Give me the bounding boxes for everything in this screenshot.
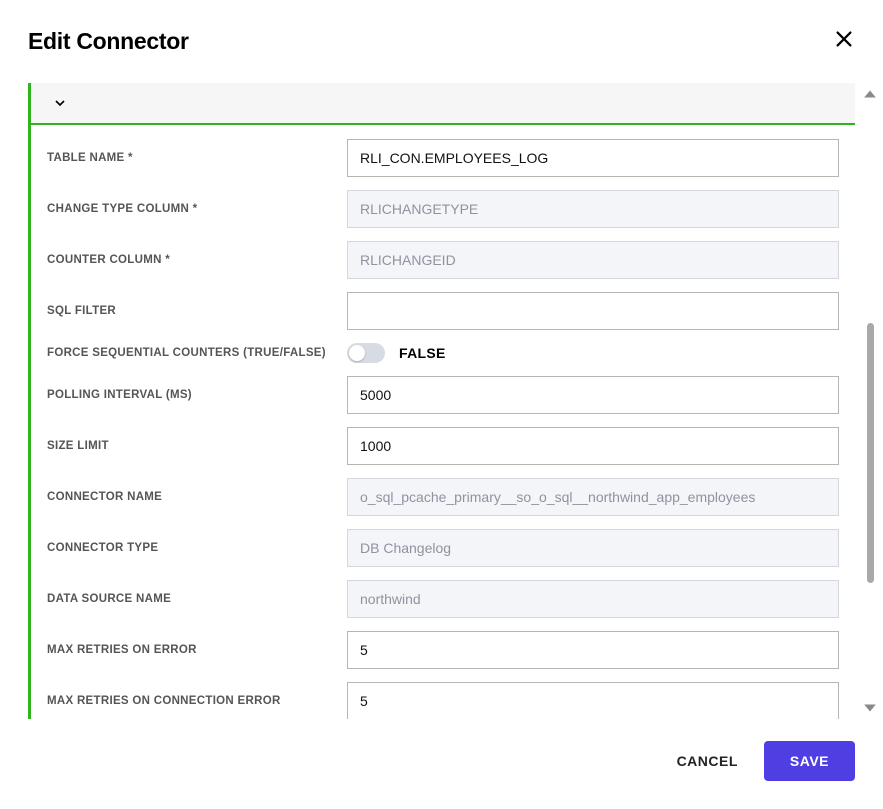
row-connector-type: CONNECTOR TYPE [47,529,839,567]
label-connector-type: CONNECTOR TYPE [47,542,347,554]
input-table-name[interactable] [347,139,839,177]
form-scroll-region: TABLE NAME * CHANGE TYPE COLUMN * COUNTE… [0,83,883,719]
input-counter-column [347,241,839,279]
scrollbar-thumb[interactable] [867,323,874,583]
row-connector-name: CONNECTOR NAME [47,478,839,516]
scroll-down-arrow-icon[interactable] [863,701,877,715]
form-panel-wrapper: TABLE NAME * CHANGE TYPE COLUMN * COUNTE… [28,83,855,719]
label-counter-column: COUNTER COLUMN * [47,254,347,266]
toggle-force-sequential[interactable] [347,343,385,363]
input-max-retries-connection-error[interactable] [347,682,839,719]
label-max-retries-error: MAX RETRIES ON ERROR [47,644,347,656]
close-icon [833,28,855,55]
row-polling-interval: POLLING INTERVAL (MS) [47,376,839,414]
save-button[interactable]: SAVE [764,741,855,781]
row-table-name: TABLE NAME * [47,139,839,177]
input-connector-name [347,478,839,516]
row-data-source-name: DATA SOURCE NAME [47,580,839,618]
form-panel: TABLE NAME * CHANGE TYPE COLUMN * COUNTE… [28,83,855,719]
label-polling-interval: POLLING INTERVAL (MS) [47,389,347,401]
label-size-limit: SIZE LIMIT [47,440,347,452]
row-size-limit: SIZE LIMIT [47,427,839,465]
row-force-sequential: FORCE SEQUENTIAL COUNTERS (TRUE/FALSE) F… [47,343,839,363]
label-force-sequential: FORCE SEQUENTIAL COUNTERS (TRUE/FALSE) [47,347,347,359]
label-table-name: TABLE NAME * [47,152,347,164]
input-polling-interval[interactable] [347,376,839,414]
label-max-retries-connection-error: MAX RETRIES ON CONNECTION ERROR [47,695,347,707]
toggle-knob [349,345,365,361]
dialog-footer: CANCEL SAVE [0,719,883,809]
toggle-force-sequential-value: FALSE [399,345,446,361]
row-sql-filter: SQL FILTER [47,292,839,330]
row-max-retries-connection-error: MAX RETRIES ON CONNECTION ERROR [47,682,839,719]
dialog-title: Edit Connector [28,28,189,55]
scrollbar[interactable] [863,83,877,719]
row-counter-column: COUNTER COLUMN * [47,241,839,279]
label-change-type-column: CHANGE TYPE COLUMN * [47,203,347,215]
edit-connector-dialog: Edit Connector TABLE NAME * [0,0,883,809]
close-button[interactable] [833,31,855,53]
form-rows: TABLE NAME * CHANGE TYPE COLUMN * COUNTE… [31,125,855,719]
panel-collapse-bar[interactable] [31,83,855,125]
cancel-button[interactable]: CANCEL [677,753,738,769]
input-size-limit[interactable] [347,427,839,465]
input-data-source-name [347,580,839,618]
input-change-type-column [347,190,839,228]
input-connector-type [347,529,839,567]
input-sql-filter[interactable] [347,292,839,330]
dialog-header: Edit Connector [0,0,883,65]
chevron-down-icon [53,96,67,110]
row-change-type-column: CHANGE TYPE COLUMN * [47,190,839,228]
label-data-source-name: DATA SOURCE NAME [47,593,347,605]
label-sql-filter: SQL FILTER [47,305,347,317]
label-connector-name: CONNECTOR NAME [47,491,347,503]
input-max-retries-error[interactable] [347,631,839,669]
row-max-retries-error: MAX RETRIES ON ERROR [47,631,839,669]
scroll-up-arrow-icon[interactable] [863,87,877,101]
